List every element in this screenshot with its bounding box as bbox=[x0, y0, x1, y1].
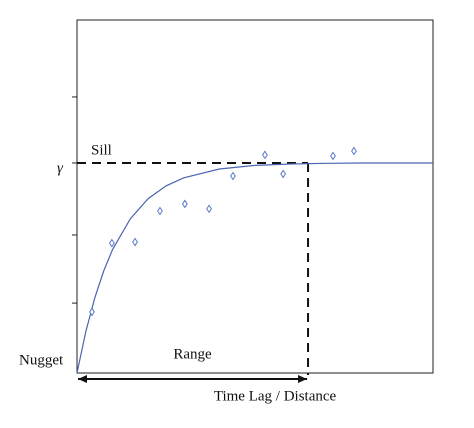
observed-point bbox=[262, 150, 268, 160]
observed-point bbox=[132, 237, 138, 247]
sill-symbol: γ bbox=[57, 160, 64, 176]
observed-point bbox=[89, 307, 95, 317]
range-label: Range bbox=[173, 346, 212, 362]
model-curve bbox=[76, 162, 433, 374]
x-axis-label: Time Lag / Distance bbox=[214, 388, 337, 404]
observed-point bbox=[181, 199, 188, 209]
observed-point bbox=[157, 206, 163, 216]
observed-point bbox=[230, 171, 236, 181]
observed-point bbox=[280, 169, 287, 179]
nugget-label: Nugget bbox=[19, 352, 64, 368]
plot-frame bbox=[76, 19, 434, 374]
observed-point bbox=[351, 146, 357, 156]
observed-point bbox=[330, 151, 336, 161]
observed-point bbox=[108, 238, 115, 248]
sill-label: Sill bbox=[91, 142, 112, 158]
observed-point bbox=[206, 204, 212, 214]
